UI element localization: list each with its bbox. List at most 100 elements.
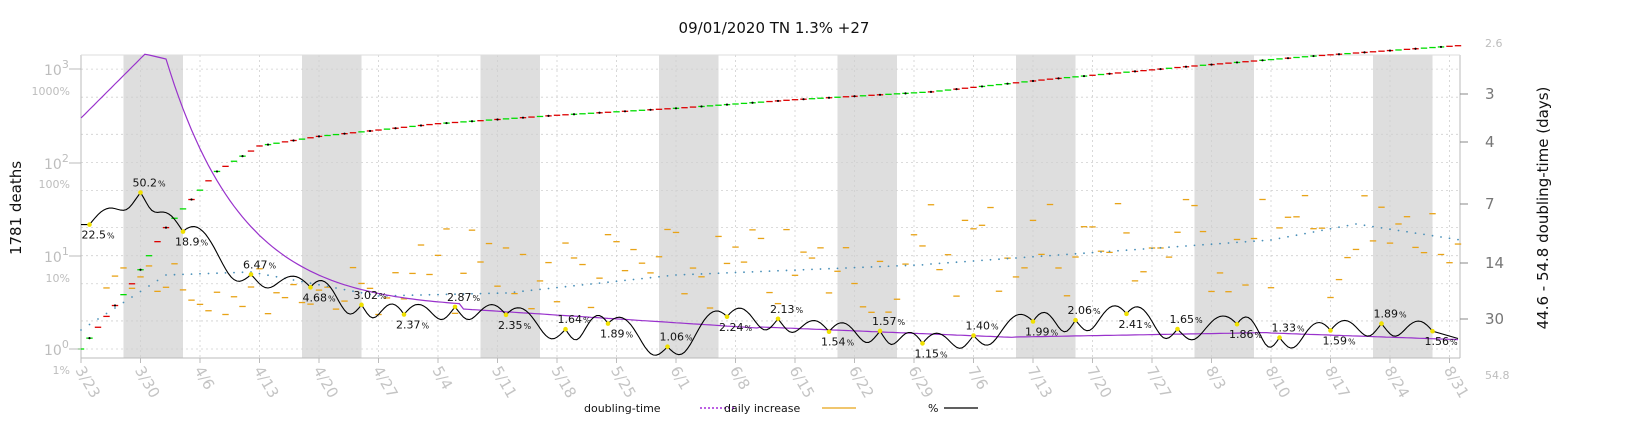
average-dot [488,292,490,295]
cumulative-dot [1261,59,1264,62]
y-right-tick-label: 7 [1485,195,1495,213]
cumulative-dot [343,132,346,135]
average-dot [615,280,618,283]
cumulative-deaths-series [77,45,1462,350]
average-dot [581,284,584,286]
average-dot [224,272,227,274]
cumulative-dot [1312,54,1315,58]
y-axis-right: 2.6 3 4 7 14 30 54.8 [1460,37,1510,382]
average-dot [377,295,380,297]
average-dot [173,273,176,276]
average-dot [1227,242,1230,244]
average-dot [692,273,694,276]
percent-label-dot [180,229,186,234]
average-dot [275,275,278,278]
y-axis-left-label: 1781 deaths [7,161,25,255]
percent-label-dot [503,312,509,318]
percent-label: 18.9% [175,236,209,249]
average-dot [1304,232,1306,235]
grid [80,55,1460,358]
average-dot [1023,256,1026,259]
average-dot [590,283,592,285]
average-dot [1032,255,1034,258]
percent-label: 1.56% [1425,335,1459,348]
percent-unit: % [583,316,591,325]
cumulative-dot [598,111,601,114]
chart-title: 09/01/2020 TN 1.3% +27 [679,19,870,37]
weekend-band [480,55,540,358]
cumulative-dot [394,127,397,130]
percent-label: 1.86% [1229,328,1263,341]
average-dot [904,264,907,267]
percent-label-dot [248,272,254,277]
average-dot [556,286,558,289]
average-dot [1091,251,1094,254]
percent-unit: % [158,180,166,189]
cumulative-dot [1337,53,1341,56]
average-dot [870,266,873,268]
percent-label: 22.5% [82,229,116,242]
average-dot [964,260,966,263]
percent-unit: % [422,322,430,331]
average-dot [539,288,541,291]
average-dot [760,270,762,273]
cumulative-dot [521,116,525,119]
average-dot [267,274,269,277]
average-dot [743,271,745,274]
average-dot [734,271,737,274]
cumulative-dot [955,88,958,91]
cumulative-dot [878,93,882,96]
average-dot [598,282,601,284]
percent-label: 1.59% [1323,334,1357,347]
cumulative-dot [1363,51,1366,54]
average-dot [216,272,218,275]
average-dot [1210,243,1213,246]
percent-label: 2.06% [1068,304,1102,317]
average-dot [777,269,779,272]
plot-frame [80,54,1461,359]
percent-unit: % [1399,311,1407,320]
average-dot [726,272,728,274]
average-dot [352,290,354,293]
average-dot [360,291,363,294]
y-left-tick-exponent: 3 [62,58,69,71]
average-dot [139,290,142,293]
cumulative-dot [164,226,168,229]
average-dot [624,279,626,282]
percent-label-dot [1328,328,1333,333]
average-dot [1100,251,1102,253]
average-dot [80,329,82,331]
average-dot [683,273,686,276]
average-dot [1431,234,1434,237]
y-axis-right-label: 44.6 - 54.8 doubling-time (days) [1534,87,1552,330]
percent-label-dot [724,314,730,320]
cumulative-dot [649,108,652,111]
average-dot [369,293,371,296]
average-dot [675,274,677,276]
average-dot [1159,246,1162,249]
average-dot [122,301,125,304]
percent-unit: % [626,331,634,340]
percent-label-dot [401,312,407,317]
doubling-time-series [80,53,1459,341]
cumulative-dot [1210,63,1213,66]
average-dot [1295,234,1298,237]
cumulative-dot [1159,67,1162,71]
percent-label-dot [1124,311,1129,317]
average-dot [836,267,839,270]
percent-labels: 22.5% 50.2% 18.9% 6.47% 4.68% 3.02% 2.37% 2.87%… [82,177,1459,361]
percent-label-dot [1175,326,1180,332]
average-dot [887,265,890,268]
average-dot [607,281,609,284]
average-dot [190,273,193,275]
average-dot [1083,252,1085,255]
percent-label: 1.40% [966,320,1000,333]
average-dot [1380,227,1383,229]
average-dot [1346,224,1349,227]
average-dot [292,279,295,281]
percent-unit: % [898,318,906,327]
cumulative-dot [929,90,933,93]
average-dot [938,262,941,265]
percent-label: 3.02% [354,289,388,302]
